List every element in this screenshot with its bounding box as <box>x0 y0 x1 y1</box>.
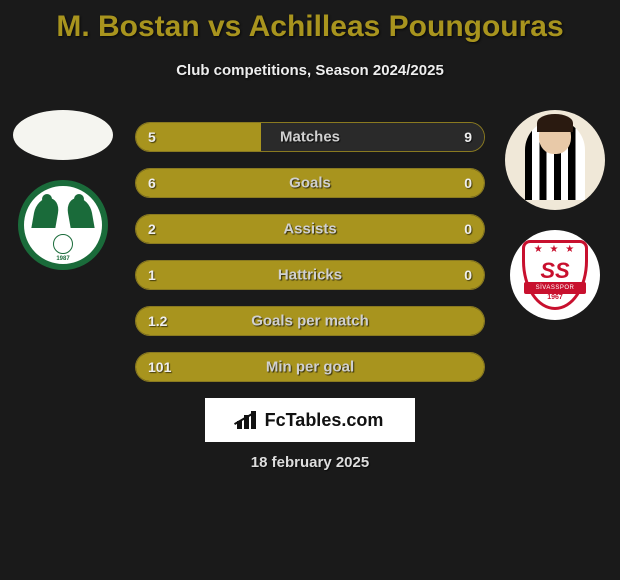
player-left-avatar <box>13 110 113 160</box>
stat-label: Goals <box>289 175 331 192</box>
stat-row: 1 0 Hattricks <box>135 260 485 290</box>
stat-label: Hattricks <box>278 267 342 284</box>
stat-row: 5 9 Matches <box>135 122 485 152</box>
stats-bars: 5 9 Matches 6 0 Goals 2 0 Assists 1 0 Hattricks 1.2 G… <box>135 122 485 398</box>
club-right-initials: SS <box>510 258 600 284</box>
club-right-stars-icon: ★ ★ ★ <box>510 244 600 255</box>
brand-chart-icon <box>237 411 259 429</box>
stat-right-value: 0 <box>464 221 472 237</box>
stat-row: 2 0 Assists <box>135 214 485 244</box>
page-subtitle: Club competitions, Season 2024/2025 <box>0 62 620 79</box>
stat-row: 6 0 Goals <box>135 168 485 198</box>
stat-left-value: 6 <box>148 175 156 191</box>
stat-label: Matches <box>280 129 340 146</box>
stat-label: Assists <box>283 221 336 238</box>
stat-left-value: 2 <box>148 221 156 237</box>
stat-label: Goals per match <box>251 313 369 330</box>
stat-left-value: 1 <box>148 267 156 283</box>
club-right-logo: ★ ★ ★ SS SİVASSPOR 1967 <box>510 230 600 320</box>
club-left-logo: 1987 <box>18 180 108 270</box>
stat-left-value: 1.2 <box>148 313 167 329</box>
stat-label: Min per goal <box>266 359 354 376</box>
club-right-banner: SİVASSPOR <box>524 282 586 294</box>
stat-row: 1.2 Goals per match <box>135 306 485 336</box>
stat-row: 101 Min per goal <box>135 352 485 382</box>
stat-right-value: 0 <box>464 267 472 283</box>
brand-text: FcTables.com <box>265 410 384 431</box>
club-left-year: 1987 <box>56 256 69 262</box>
stat-left-value: 101 <box>148 359 171 375</box>
stat-right-value: 0 <box>464 175 472 191</box>
page-title: M. Bostan vs Achilleas Poungouras <box>0 0 620 44</box>
player-right-avatar <box>505 110 605 210</box>
stat-right-value: 9 <box>464 129 472 145</box>
club-right-year: 1967 <box>510 294 600 301</box>
brand-badge: FcTables.com <box>205 398 415 442</box>
right-player-column: ★ ★ ★ SS SİVASSPOR 1967 <box>500 110 610 320</box>
left-player-column: 1987 <box>8 110 118 270</box>
stat-left-value: 5 <box>148 129 156 145</box>
snapshot-date: 18 february 2025 <box>0 454 620 471</box>
